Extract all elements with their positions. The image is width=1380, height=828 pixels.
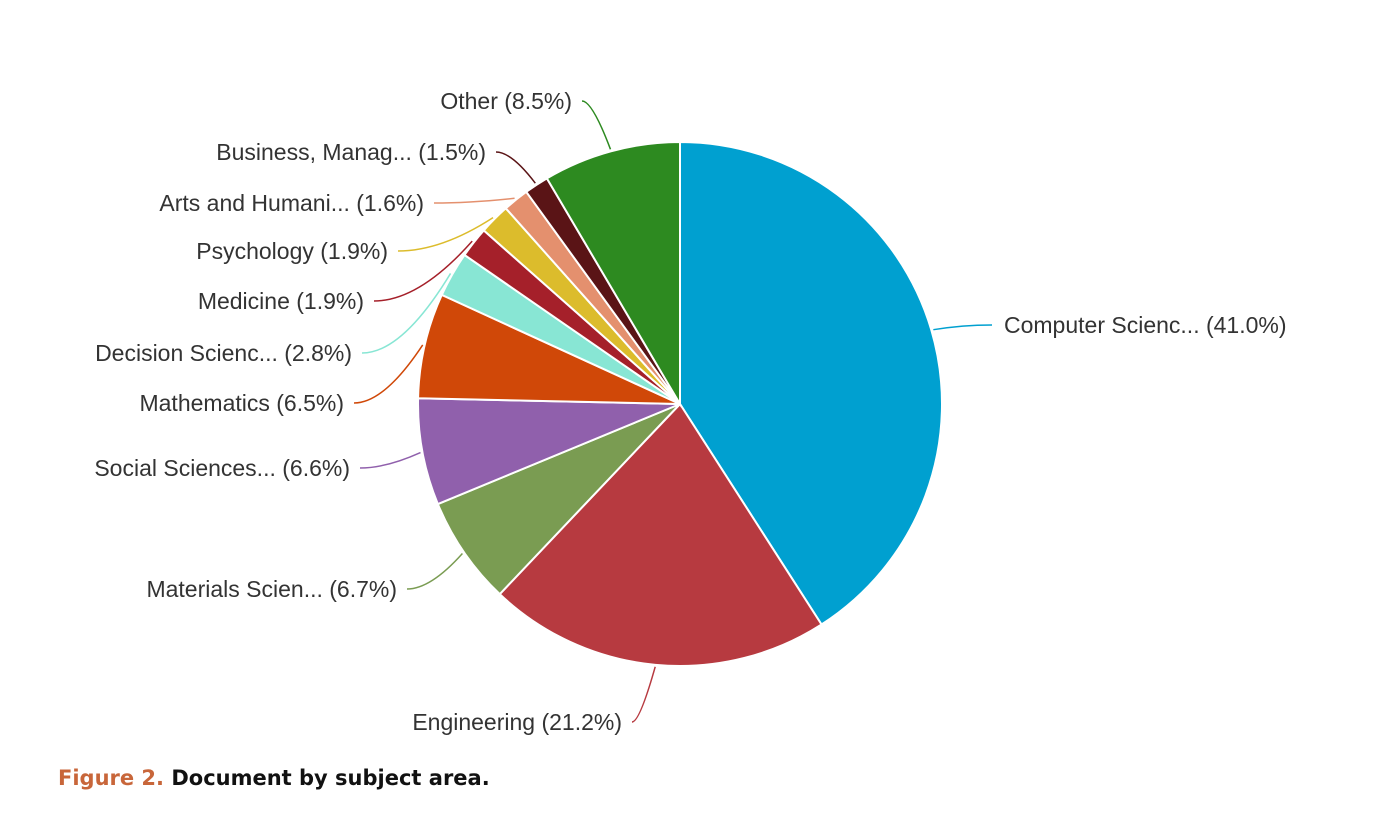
slice-label-computer-scienc: Computer Scienc... (41.0%) [1004,312,1287,338]
slice-label-psychology: Psychology (1.9%) [196,238,388,264]
pie-slice-other [545,140,681,408]
leader-line-computer-scienc [933,324,993,331]
figure-caption: Figure 2. Document by subject area. [58,766,490,790]
slice-label-business-manag: Business, Manag... (1.5%) [216,139,486,165]
slice-label-mathematics: Mathematics (6.5%) [139,390,344,416]
leader-line-business-manag [495,151,536,184]
leader-line-decision-scienc [361,273,452,354]
leader-line-other [581,100,612,150]
pie-slice-social-sciences [417,397,681,506]
slice-label-other: Other (8.5%) [440,88,572,114]
figure-caption-text: Document by subject area. [171,766,490,790]
slice-label-materials-scien: Materials Scien... (6.7%) [146,576,397,602]
pie-slice-computer-scienc [679,140,943,626]
leader-line-mathematics [353,344,424,404]
figure-number: Figure 2. [58,766,165,790]
leader-line-psychology [397,216,494,252]
pie-slice-engineering [498,402,823,667]
slice-label-engineering: Engineering (21.2%) [412,709,622,735]
leader-line-engineering [631,666,656,723]
slice-label-arts-and-humani: Arts and Humani... (1.6%) [159,190,424,216]
leader-line-arts-and-humani [433,197,515,204]
pie-slice-materials-scien [436,403,681,596]
slice-label-social-sciences: Social Sciences... (6.6%) [94,455,350,481]
leader-line-medicine [373,240,473,302]
leader-line-materials-scien [406,552,463,590]
leader-line-social-sciences [359,451,421,469]
slice-label-medicine: Medicine (1.9%) [198,288,364,314]
slice-label-decision-scienc: Decision Scienc... (2.8%) [95,340,352,366]
pie-chart: Computer Scienc... (41.0%) Engineering (2… [94,88,1287,735]
pie-svg: Computer Scienc... (41.0%) Engineering (2… [94,88,1287,735]
